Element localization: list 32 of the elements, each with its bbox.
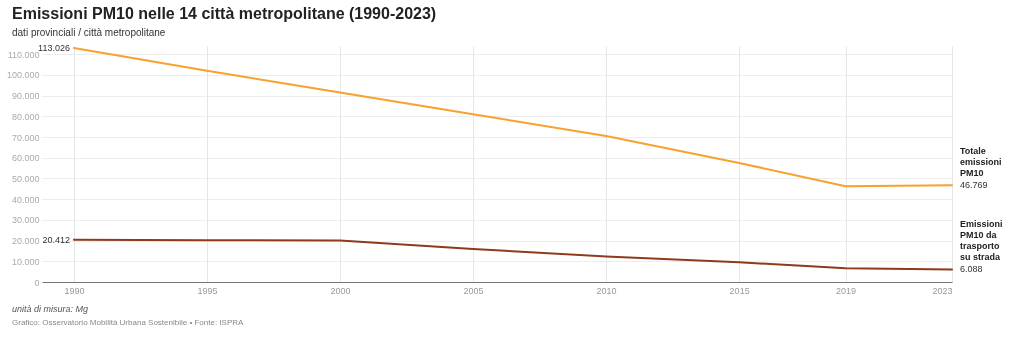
data-label: 46.769 [960, 180, 988, 191]
y-tick-label: 70.000 [11, 132, 40, 143]
chart-subtitle: dati provinciali / città metropolitane [12, 27, 166, 39]
y-tick-label: 0 [34, 277, 40, 288]
y-tick-label: 30.000 [11, 215, 40, 226]
y-tick-label: 50.000 [11, 173, 40, 184]
line-series [72, 47, 953, 188]
y-tick-label: 110.000 [7, 49, 40, 60]
y-tick-label: 60.000 [11, 153, 40, 164]
y-tick-label: 20.000 [11, 236, 40, 247]
x-tick-label: 1995 [197, 285, 218, 296]
x-tick-label: 2023 [932, 285, 953, 296]
text: Grafico: Osservatorio Mobilità Urbana Sostenibile • Fonte: ISPRA [12, 318, 245, 327]
x-tick-label: 2005 [463, 285, 484, 296]
y-tick-label: 40.000 [11, 194, 40, 205]
y-tick-label: 10.000 [11, 256, 40, 267]
data-label: 20.412 [42, 234, 70, 245]
x-tick-label: 2019 [836, 285, 857, 296]
y-tick-label: 80.000 [11, 111, 40, 122]
y-tick-label: 100.000 [6, 70, 40, 81]
data-label: 113.026 [38, 43, 70, 54]
text: unità di misura: Mg [12, 304, 89, 314]
x-tick-label: 2010 [596, 285, 617, 296]
x-tick-label: 1990 [64, 285, 85, 296]
line-series [72, 238, 953, 271]
series-label: Emissioni PM10 da trasporto su strada [960, 219, 1003, 263]
series-label: Totale emissioni PM10 [960, 146, 1002, 179]
x-tick-label: 2000 [330, 285, 351, 296]
x-tick-label: 2015 [729, 285, 750, 296]
y-tick-label: 90.000 [11, 91, 40, 102]
chart-title: Emissioni PM10 nelle 14 città metropolitane (1990-2023) [12, 5, 437, 23]
data-label: 6.088 [960, 264, 983, 275]
